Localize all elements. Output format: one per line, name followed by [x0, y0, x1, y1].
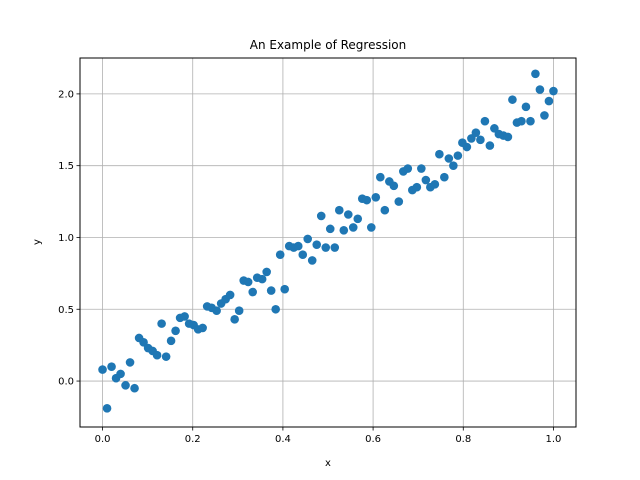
data-point [330, 243, 340, 252]
data-point [521, 102, 531, 112]
data-point [440, 172, 449, 182]
data-point [444, 154, 454, 163]
data-point [403, 164, 413, 173]
data-point [366, 223, 376, 232]
data-point [303, 234, 313, 244]
data-point [307, 256, 317, 265]
y-axis-label: y [32, 239, 43, 245]
data-point [312, 240, 322, 249]
data-point [371, 192, 381, 202]
data-point [257, 274, 267, 284]
data-point [107, 362, 116, 371]
data-point [417, 164, 426, 173]
data-point [262, 267, 271, 277]
data-point [380, 205, 390, 215]
data-point [198, 323, 207, 333]
data-point [412, 182, 422, 192]
data-point [343, 210, 353, 219]
data-point [535, 85, 545, 94]
data-point [166, 336, 176, 346]
data-point [161, 352, 171, 361]
data-point [430, 180, 440, 189]
data-point [225, 290, 235, 300]
x-tick-label: 0.8 [455, 434, 471, 445]
data-point [212, 306, 221, 316]
x-tick-label: 0.6 [365, 434, 381, 445]
data-point [544, 96, 554, 106]
y-tick-label: 0.5 [58, 305, 74, 316]
x-tick-label: 0.2 [185, 434, 201, 445]
axis-ticks: 0.0 0.2 0.4 0.6 0.8 1.0 0.0 0.5 1.0 1.5 2.0 [58, 89, 561, 445]
data-point [435, 149, 444, 159]
data-point [549, 86, 558, 96]
data-point [348, 223, 358, 232]
data-point [540, 111, 549, 120]
x-axis-label: x [325, 458, 331, 469]
data-point [503, 132, 513, 142]
data-point [298, 250, 308, 260]
data-point [421, 175, 431, 185]
x-tick-label: 1.0 [546, 434, 562, 445]
data-point [389, 181, 399, 191]
data-point [275, 250, 285, 260]
data-point [321, 243, 331, 252]
data-point [485, 141, 495, 150]
x-tick-label: 0.4 [275, 434, 291, 445]
data-point [152, 350, 162, 360]
data-point [243, 277, 253, 287]
data-points [98, 69, 558, 413]
data-point [339, 225, 349, 235]
data-point [266, 286, 276, 295]
y-tick-label: 0.0 [58, 377, 74, 388]
data-point [125, 358, 135, 367]
data-point [121, 381, 130, 390]
data-point [376, 172, 385, 182]
data-point [325, 224, 335, 234]
data-point [508, 95, 517, 104]
data-point [248, 287, 257, 297]
data-point [116, 369, 125, 379]
y-tick-label: 1.5 [58, 161, 74, 172]
data-point [271, 304, 280, 314]
data-point [471, 128, 481, 137]
data-point [180, 312, 189, 321]
data-point [171, 326, 180, 336]
data-point [293, 241, 303, 251]
y-tick-label: 1.0 [58, 233, 74, 244]
data-point [476, 135, 485, 145]
data-point [316, 211, 326, 221]
data-point [230, 315, 239, 324]
data-point [462, 142, 472, 152]
data-point [102, 404, 112, 413]
data-point [531, 69, 540, 79]
data-point [362, 195, 372, 205]
chart-title: An Example of Regression [250, 38, 407, 52]
plot-area-frame [79, 57, 577, 428]
grid [80, 58, 576, 427]
data-point [453, 151, 463, 160]
data-point [157, 319, 166, 328]
data-point [480, 116, 490, 126]
data-point [517, 116, 526, 126]
data-point [334, 205, 344, 215]
data-point [234, 306, 244, 316]
data-point [394, 197, 404, 206]
x-tick-label: 0.0 [95, 434, 111, 445]
data-point [449, 161, 458, 170]
data-point [130, 383, 139, 393]
data-point [98, 365, 107, 374]
data-point [353, 214, 363, 224]
y-tick-label: 2.0 [58, 89, 74, 100]
data-point [526, 116, 535, 126]
data-point [280, 284, 290, 294]
